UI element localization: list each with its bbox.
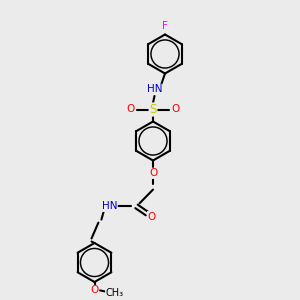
Text: S: S [149, 103, 157, 116]
Text: F: F [162, 21, 168, 32]
Text: HN: HN [102, 201, 117, 212]
Text: O: O [149, 168, 157, 178]
Text: O: O [90, 285, 99, 296]
Text: O: O [126, 104, 135, 115]
Text: O: O [171, 104, 180, 115]
Text: O: O [147, 212, 156, 222]
Text: CH₃: CH₃ [106, 288, 124, 298]
Text: HN: HN [147, 84, 162, 94]
